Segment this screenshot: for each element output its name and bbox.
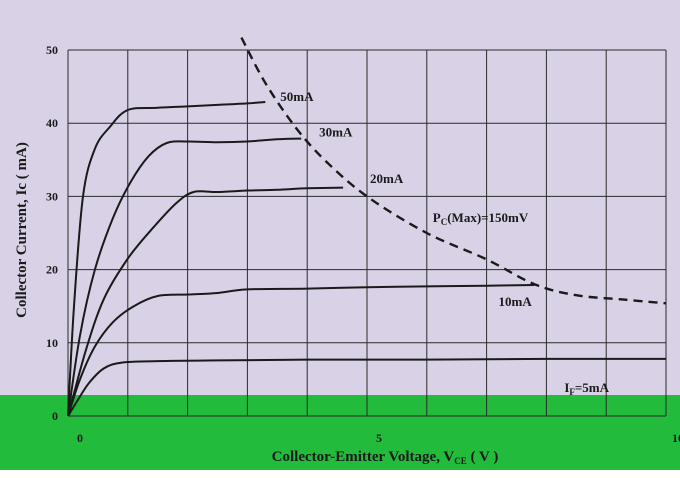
y-tick-label: 30	[46, 189, 58, 203]
y-tick-label: 0	[52, 409, 58, 423]
curve-annotation: 20mA	[370, 171, 404, 186]
series-curves	[67, 37, 667, 417]
curve-annotation: PC(Max)=150mV	[433, 210, 529, 227]
y-tick-label: 40	[46, 116, 58, 130]
series-line	[67, 137, 302, 417]
series-line	[67, 101, 266, 417]
curve-annotation: 10mA	[499, 294, 533, 309]
series-line	[67, 284, 535, 417]
y-axis-label: Collector Current, Ic ( mA)	[14, 142, 30, 318]
power-limit-curve	[240, 37, 667, 305]
curve-annotation: 50mA	[280, 89, 314, 104]
y-tick-labels: 0 10 20 30 40 50	[46, 43, 58, 423]
series-line	[67, 186, 344, 417]
series-line	[67, 357, 667, 417]
x-tick-label: 5	[376, 431, 382, 445]
plot-background	[0, 0, 680, 395]
x-axis-band	[0, 395, 680, 470]
y-tick-label: 20	[46, 263, 58, 277]
y-tick-label: 10	[46, 336, 58, 350]
x-axis-label: Collector-Emitter Voltage, VCE ( V )	[272, 449, 499, 466]
curve-annotation: IF=5mA	[564, 380, 609, 397]
y-tick-label: 50	[46, 43, 58, 57]
x-tick-label: 10	[672, 431, 680, 445]
x-tick-labels: 0 5 10	[77, 431, 680, 445]
x-tick-label: 0	[77, 431, 83, 445]
curve-annotations: 50mA 30mA 20mA 10mA PC(Max)=150mV IF=5mA	[280, 89, 609, 397]
curve-annotation: 30mA	[319, 124, 353, 139]
